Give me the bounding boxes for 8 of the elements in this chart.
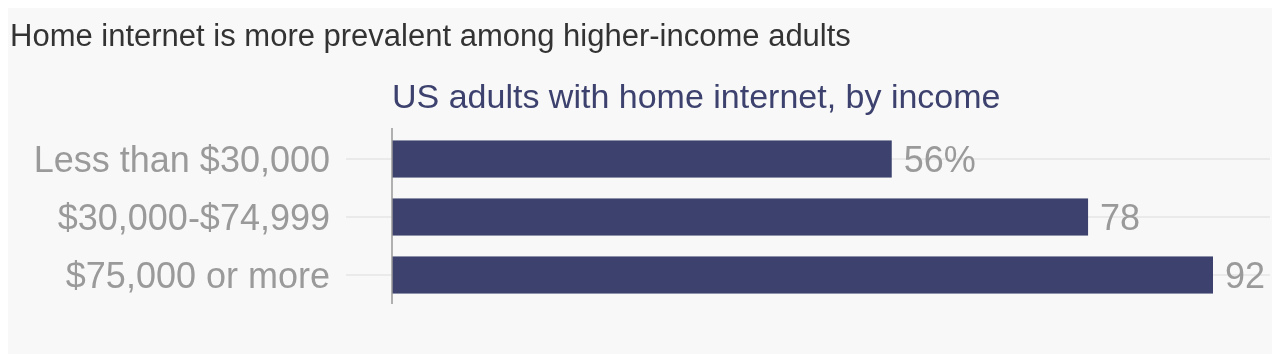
y-tick-label: $75,000 or more <box>65 254 330 296</box>
y-tick-label: Less than $30,000 <box>33 138 330 180</box>
chart-subtitle: US adults with home internet, by income <box>392 77 1001 115</box>
data-label: 78 <box>1100 196 1141 238</box>
data-label: 56% <box>903 138 976 180</box>
chart-title: Home internet is more prevalent among higher-income adults <box>10 18 851 53</box>
y-tick-label: $30,000-$74,999 <box>57 196 330 238</box>
data-label: 92 <box>1225 254 1266 296</box>
